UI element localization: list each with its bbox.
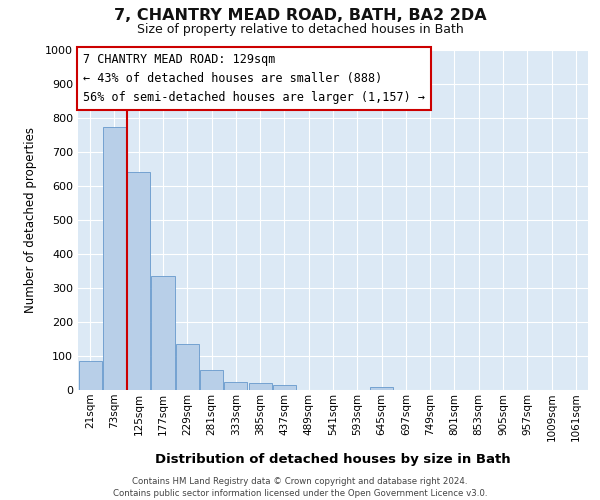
Bar [151,276,175,390]
Bar [176,344,199,390]
Bar [248,383,272,390]
Bar [273,385,296,390]
Y-axis label: Number of detached properties: Number of detached properties [24,127,37,313]
Text: Size of property relative to detached houses in Bath: Size of property relative to detached ho… [137,22,463,36]
X-axis label: Distribution of detached houses by size in Bath: Distribution of detached houses by size … [155,452,511,466]
Text: 7, CHANTRY MEAD ROAD, BATH, BA2 2DA: 7, CHANTRY MEAD ROAD, BATH, BA2 2DA [113,8,487,22]
Bar [103,126,126,390]
Bar [127,172,150,390]
Text: Contains HM Land Registry data © Crown copyright and database right 2024.
Contai: Contains HM Land Registry data © Crown c… [113,476,487,498]
Bar [224,382,247,390]
Text: 7 CHANTRY MEAD ROAD: 129sqm
← 43% of detached houses are smaller (888)
56% of se: 7 CHANTRY MEAD ROAD: 129sqm ← 43% of det… [83,54,425,104]
Bar [200,370,223,390]
Bar [370,386,393,390]
Bar [79,361,101,390]
